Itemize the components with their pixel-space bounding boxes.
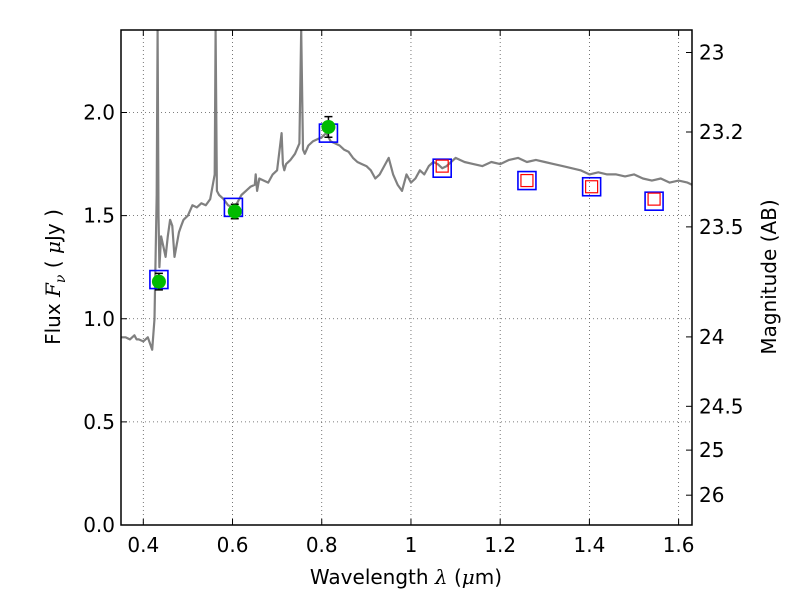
observed-flux-point (151, 274, 166, 289)
y-axis-label: Flux Fν ( μJy ) (41, 209, 69, 345)
y2-tick-label: 25 (699, 438, 724, 462)
y2-tick-label: 24 (699, 325, 724, 349)
plot-data-area (121, 30, 692, 351)
plot-frame (120, 29, 693, 526)
x-tick-label: 1.4 (573, 533, 605, 557)
spectrum-line (121, 30, 692, 351)
model-flux-box (644, 191, 664, 211)
upper-limit-marker (520, 173, 534, 188)
x-tick-label: 1 (405, 533, 418, 557)
model-flux-box (581, 176, 602, 197)
upper-limit-marker (647, 192, 661, 206)
grid-lines (121, 30, 692, 525)
x-tick-label: 0.8 (306, 533, 338, 557)
x-tick-label: 0.4 (127, 533, 159, 557)
y2-tick-label: 23.2 (699, 120, 744, 144)
y-tick-label: 0.5 (83, 410, 115, 434)
x-tick-label: 1.6 (663, 533, 695, 557)
y2-tick-label: 23.5 (699, 215, 744, 239)
y-tick-label: 1.0 (83, 307, 115, 331)
model-flux-box (432, 158, 452, 178)
y-tick-label: 2.0 (83, 101, 115, 125)
x-tick-label: 0.6 (217, 533, 249, 557)
y-tick-label: 0.0 (83, 513, 115, 537)
axis-ticks: 0.4 0.6 0.8 1 1.2 1.4 1.6 0.0 0.5 1.0 1.5 2.0 23 23.2… (83, 30, 744, 557)
model-flux-box (517, 170, 537, 191)
y2-tick-label: 24.5 (699, 394, 744, 418)
y-tick-label: 1.5 (83, 204, 115, 228)
upper-limit-marker (435, 159, 449, 173)
observed-flux-point (227, 204, 242, 219)
y2-axis-label: Magnitude (AB) (757, 199, 781, 354)
y2-tick-label: 26 (699, 483, 724, 507)
observed-flux-point (321, 119, 336, 134)
upper-limit-marker (585, 180, 599, 194)
x-axis-label: Wavelength λ (μm) (310, 565, 502, 589)
y2-tick-label: 23 (699, 41, 724, 65)
x-tick-label: 1.2 (484, 533, 516, 557)
